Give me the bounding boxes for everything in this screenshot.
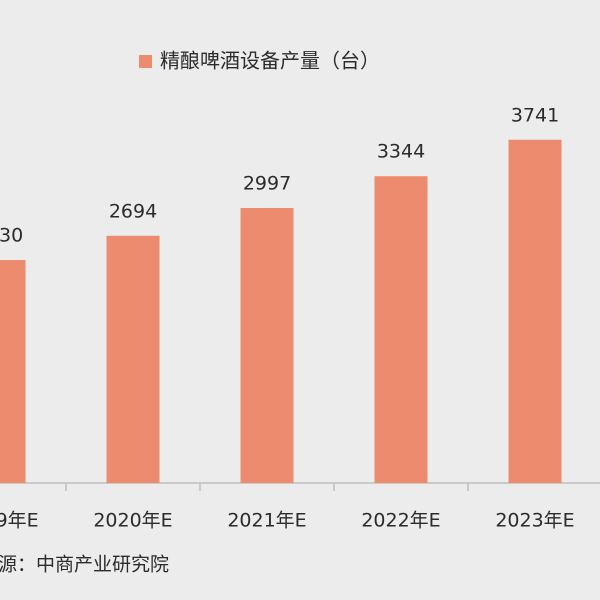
value-label: 2997 [243, 173, 291, 195]
value-label: 3741 [511, 104, 559, 126]
value-label: 3344 [377, 141, 425, 163]
x-tick-label: 2020年E [93, 510, 172, 532]
bar [106, 235, 160, 483]
legend-swatch [139, 55, 152, 68]
x-tick-label: 2021年E [227, 510, 306, 532]
x-tick-label: 2023年E [495, 510, 574, 532]
source-note: 源：中商产业研究院 [0, 554, 169, 576]
value-label: 2430 [0, 225, 23, 247]
x-tick-label: 2022年E [361, 510, 440, 532]
value-label: 2694 [109, 200, 157, 222]
bar [240, 208, 294, 483]
bar [374, 176, 428, 484]
legend-label: 精酿啤酒设备产量（台） [160, 49, 380, 73]
bar [0, 260, 26, 483]
x-tick-label: 2019年E [0, 510, 39, 532]
bar [508, 139, 562, 483]
